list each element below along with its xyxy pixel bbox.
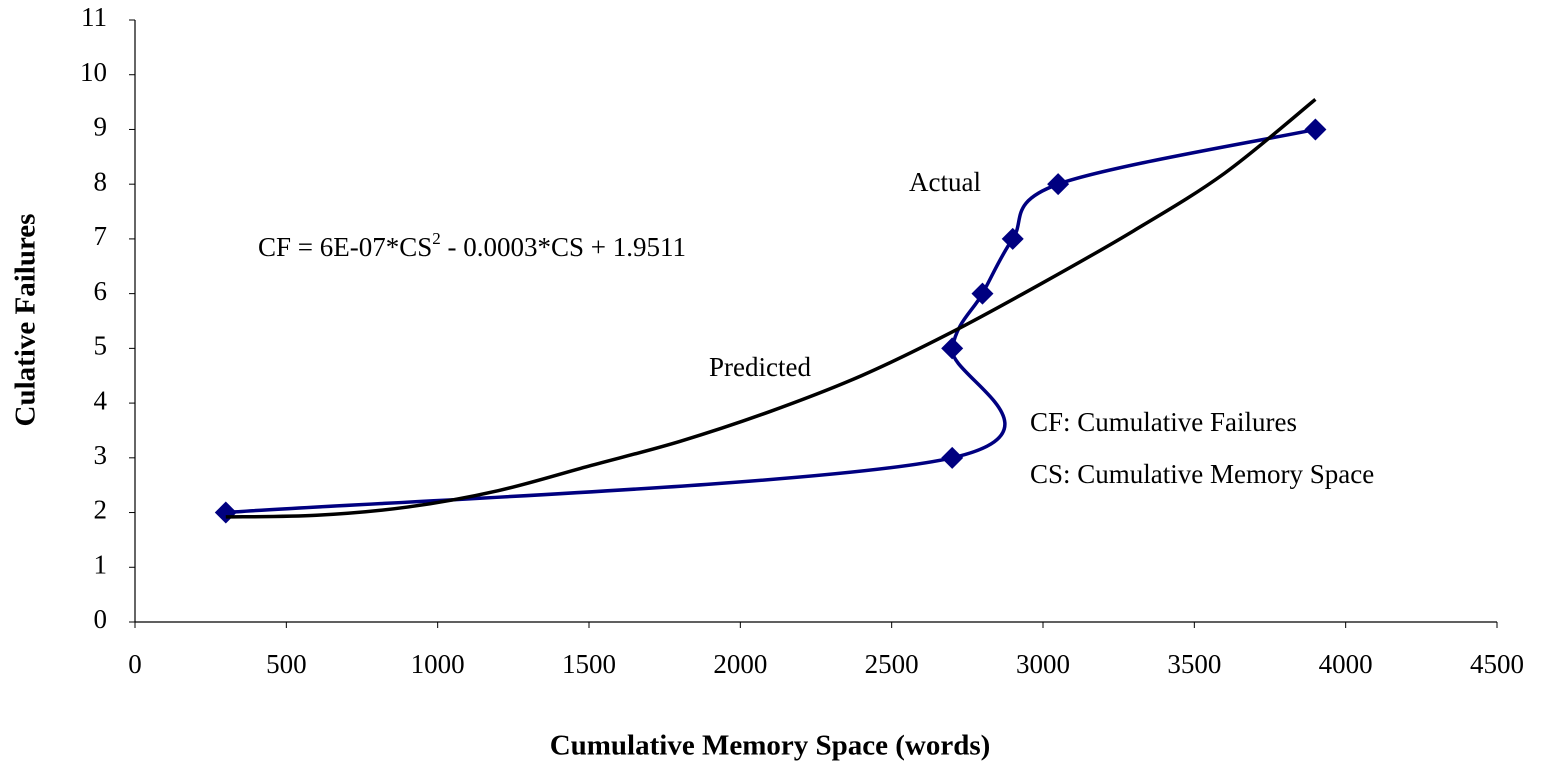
note: CS: Cumulative Memory Space xyxy=(1030,459,1374,489)
x-axis-title: Cumulative Memory Space (words) xyxy=(550,730,991,762)
point xyxy=(1304,118,1327,141)
y-tick-label: 3 xyxy=(94,440,108,470)
point xyxy=(1047,173,1070,196)
x-tick-label: 0 xyxy=(128,649,142,679)
x-tick-label: 4500 xyxy=(1470,649,1524,679)
y-tick-label: 8 xyxy=(94,166,108,196)
y-tick-label: 1 xyxy=(94,549,108,579)
point xyxy=(941,337,964,360)
y-axis-title: Culative Failures xyxy=(10,214,42,427)
y-tick-label: 9 xyxy=(94,112,108,142)
series-label: Predicted xyxy=(709,352,811,382)
y-tick-label: 0 xyxy=(94,604,108,634)
x-tick-label: 3500 xyxy=(1167,649,1221,679)
y-tick-label: 4 xyxy=(94,385,108,415)
y-tick-label: 7 xyxy=(94,221,108,251)
y-tick-label: 11 xyxy=(81,2,107,32)
series-line xyxy=(225,97,1317,519)
x-tick-label: 3000 xyxy=(1016,649,1070,679)
series-label: Actual xyxy=(909,167,981,197)
point xyxy=(214,501,237,524)
x-tick-label: 2500 xyxy=(865,649,919,679)
y-tick-label: 5 xyxy=(94,331,108,361)
equation: CF = 6E-07*CS2 - 0.0003*CS + 1.9511 xyxy=(258,229,686,262)
point xyxy=(941,446,964,469)
equation-text: - 0.0003*CS + 1.9511 xyxy=(441,232,686,262)
series-line xyxy=(225,127,1316,515)
equation-text: CF = 6E-07*CS xyxy=(258,232,432,262)
x-tick-label: 4000 xyxy=(1319,649,1373,679)
x-tick-label: 1000 xyxy=(411,649,465,679)
note: CF: Cumulative Failures xyxy=(1030,407,1297,437)
y-tick-label: 10 xyxy=(80,57,107,87)
y-tick-label: 6 xyxy=(94,276,108,306)
point xyxy=(971,282,994,305)
point xyxy=(1001,227,1024,250)
x-tick-label: 500 xyxy=(266,649,307,679)
equation-exponent: 2 xyxy=(432,229,441,248)
x-tick-label: 1500 xyxy=(562,649,616,679)
y-tick-label: 2 xyxy=(94,495,108,525)
x-tick-label: 2000 xyxy=(713,649,767,679)
